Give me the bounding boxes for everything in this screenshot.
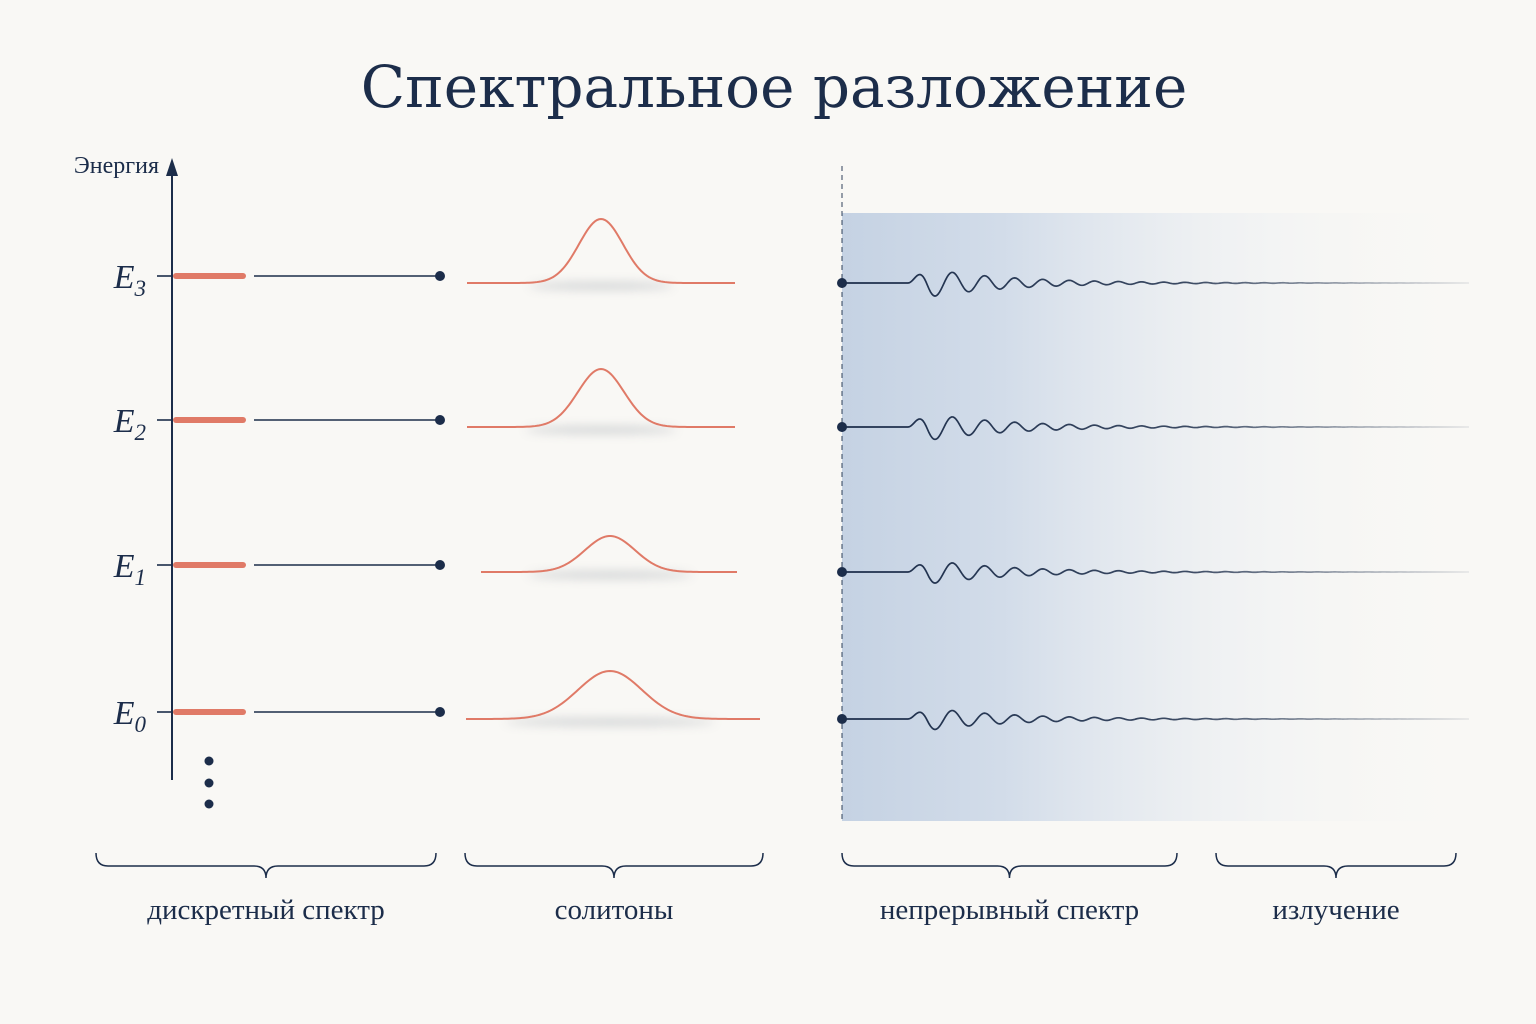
soliton-curve [467, 367, 735, 428]
continuum-start-dot-icon [837, 278, 847, 288]
continuum-start-dot-icon [837, 422, 847, 432]
continuation-dot-icon [204, 778, 214, 788]
level-symbol: E [113, 695, 135, 732]
group-2: непрерывный спектр [841, 852, 1178, 926]
level-label: E2 [113, 403, 146, 445]
soliton-shadow [527, 571, 693, 579]
group-brace-icon [95, 852, 437, 879]
continuation-dot-icon [204, 756, 214, 766]
radiation-wave [842, 271, 1469, 297]
group-brace-icon [464, 852, 764, 879]
group-label: дискретный спектр [147, 894, 385, 926]
level-label: E3 [113, 259, 146, 301]
energy-axis-arrow-icon [166, 158, 178, 176]
group-braces: дискретный спектр солитоны непрерывный спе… [95, 852, 1457, 926]
soliton-shadow [528, 282, 674, 290]
level-label: E0 [113, 695, 147, 737]
continuum-region [842, 213, 1482, 821]
level-endpoint-dot-icon [435, 271, 445, 281]
level-endpoint-dot-icon [435, 415, 445, 425]
group-label: солитоны [555, 894, 674, 926]
energy-level-row: E1 [113, 535, 1469, 590]
radiation-wave [842, 562, 1469, 584]
radiation-wave [842, 416, 1469, 441]
continuum-start-dot-icon [837, 714, 847, 724]
group-brace-icon [1215, 852, 1457, 879]
soliton-curve [466, 669, 760, 720]
level-symbol: E [113, 259, 135, 296]
level-subscript: 1 [135, 565, 147, 590]
level-subscript: 0 [135, 712, 147, 737]
soliton-shadow [504, 718, 716, 726]
continuation-dot-icon [204, 799, 214, 809]
group-0: дискретный спектр [95, 852, 437, 926]
level-subscript: 3 [134, 276, 147, 301]
level-endpoint-dot-icon [435, 707, 445, 717]
level-endpoint-dot-icon [435, 560, 445, 570]
level-symbol: E [113, 548, 135, 585]
energy-level-row: E3 [113, 217, 1469, 301]
energy-level-row: E0 [113, 669, 1470, 737]
level-label: E1 [113, 548, 146, 590]
radiation-wave [842, 709, 1470, 731]
level-symbol: E [113, 403, 135, 440]
group-brace-icon [841, 852, 1178, 879]
energy-level-row: E2 [113, 367, 1469, 445]
energy-axis-label: Энергия [74, 153, 159, 179]
page-title: Спектральное разложение [361, 53, 1188, 121]
group-label: непрерывный спектр [880, 894, 1139, 926]
group-1: солитоны [464, 852, 764, 926]
soliton-curve [467, 217, 735, 284]
group-3: излучение [1215, 852, 1457, 926]
soliton-shadow [525, 426, 677, 434]
group-label: излучение [1272, 894, 1399, 926]
continuum-start-dot-icon [837, 567, 847, 577]
soliton-curve [481, 535, 737, 573]
level-subscript: 2 [135, 420, 147, 445]
